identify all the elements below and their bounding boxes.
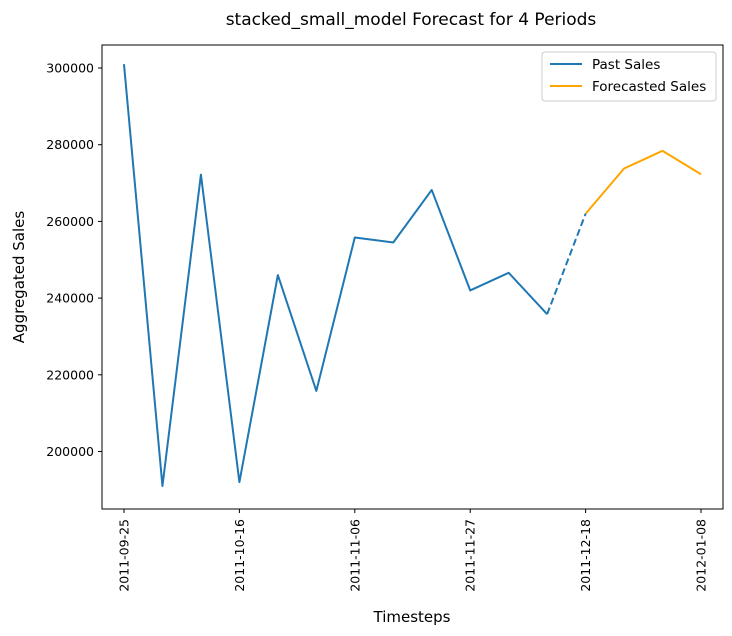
series-layer (122, 64, 702, 487)
x-tick-label: 2011-10-16 (232, 519, 247, 592)
legend: Past Sales Forecasted Sales (541, 51, 717, 102)
x-tick-label: 2012-01-08 (694, 519, 709, 592)
y-tick-label: 240000 (46, 291, 94, 306)
x-tick-label: 2011-09-25 (116, 519, 131, 592)
legend-label-forecasted-sales: Forecasted Sales (592, 79, 706, 95)
y-tick-label: 220000 (46, 367, 94, 382)
forecast-connector-line (546, 213, 587, 315)
y-tick-label: 200000 (46, 444, 94, 459)
y-tick-label: 280000 (46, 137, 94, 152)
x-axis-ticks: 2011-09-25 2011-10-16 2011-11-06 2011-11-27… (116, 509, 709, 592)
y-tick-label: 260000 (46, 214, 94, 229)
y-axis-ticks: 200000 220000 240000 260000 280000 300000 (46, 61, 102, 459)
y-axis-label: Aggregated Sales (10, 211, 28, 344)
x-tick-label: 2011-11-06 (347, 519, 362, 592)
x-tick-label: 2011-12-18 (578, 519, 593, 592)
series-line-past-sales (122, 64, 548, 487)
legend-frame (541, 51, 717, 102)
plot-area-frame (101, 44, 724, 510)
x-tick-label: 2011-11-27 (463, 519, 478, 592)
chart-title: stacked_small_model Forecast for 4 Perio… (226, 10, 597, 30)
x-axis-label: Timesteps (373, 608, 451, 626)
series-line-forecasted-sales (584, 149, 702, 215)
legend-label-past-sales: Past Sales (592, 57, 660, 73)
y-tick-label: 300000 (46, 61, 94, 76)
